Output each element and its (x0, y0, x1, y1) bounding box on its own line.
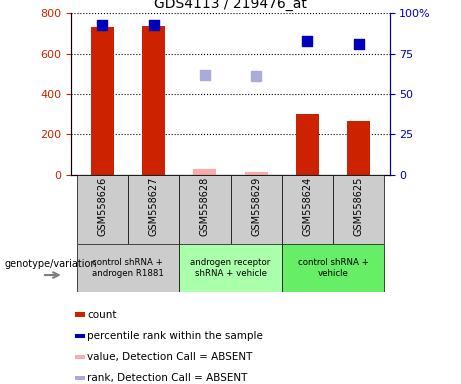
Bar (75, 355, 85, 359)
Bar (75, 313, 85, 317)
Text: GSM558626: GSM558626 (97, 177, 107, 236)
Point (150, 22, 157, 28)
Point (304, 38, 311, 44)
Text: value, Detection Call = ABSENT: value, Detection Call = ABSENT (87, 352, 252, 362)
Bar (179, 175, 230, 244)
Bar (282, 244, 384, 292)
Text: androgen receptor
shRNA + vehicle: androgen receptor shRNA + vehicle (190, 258, 271, 278)
Bar (179, 244, 282, 292)
Text: count: count (87, 310, 116, 320)
Text: control shRNA +
androgen R1881: control shRNA + androgen R1881 (92, 258, 164, 278)
Bar (75, 376, 85, 381)
Bar (245, 172, 268, 175)
Bar (282, 175, 333, 244)
Point (355, 41, 362, 47)
Text: control shRNA +
vehicle: control shRNA + vehicle (298, 258, 368, 278)
Bar (333, 175, 384, 244)
Text: GSM558629: GSM558629 (251, 177, 261, 236)
Bar (75, 334, 85, 338)
Text: rank, Detection Call = ABSENT: rank, Detection Call = ABSENT (87, 373, 247, 383)
Bar (128, 175, 179, 244)
Text: GSM558628: GSM558628 (200, 177, 210, 236)
Text: GSM558624: GSM558624 (302, 177, 313, 236)
Text: percentile rank within the sample: percentile rank within the sample (87, 331, 263, 341)
Bar (142, 25, 165, 175)
Bar (193, 169, 216, 175)
Point (253, 73, 260, 79)
Title: GDS4113 / 219476_at: GDS4113 / 219476_at (154, 0, 307, 11)
Point (201, 72, 208, 78)
Bar (230, 175, 282, 244)
Bar (347, 121, 370, 175)
Bar (296, 114, 319, 175)
Bar (91, 26, 114, 175)
Text: genotype/variation: genotype/variation (5, 259, 97, 269)
Text: GSM558625: GSM558625 (354, 177, 364, 236)
Text: GSM558627: GSM558627 (148, 177, 159, 236)
Bar (77, 175, 128, 244)
Point (99, 22, 106, 28)
Bar (77, 244, 179, 292)
